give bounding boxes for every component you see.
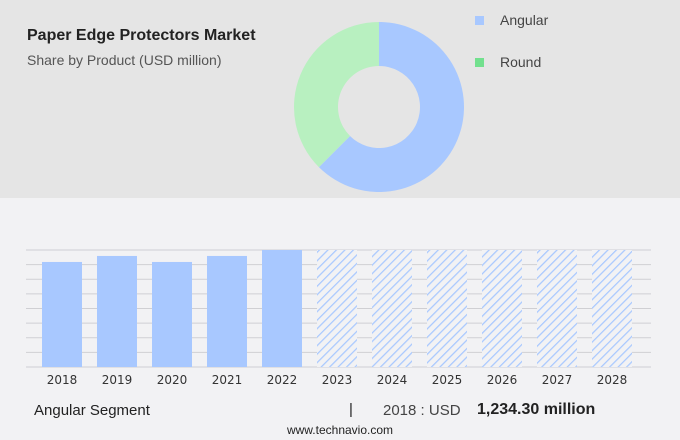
donut-slice-round: [294, 22, 379, 168]
x-tick-label: 2019: [102, 373, 133, 387]
legend-swatch-angular: [475, 16, 484, 25]
x-tick-label: 2018: [47, 373, 78, 387]
bar-2020: [152, 261, 192, 367]
x-tick-label: 2021: [212, 373, 243, 387]
x-tick-label: 2024: [377, 373, 408, 387]
legend-swatch-round: [475, 58, 484, 67]
chart-title: Paper Edge Protectors Market: [27, 27, 256, 44]
x-tick-label: 2020: [157, 373, 188, 387]
separator: |: [349, 401, 353, 418]
forecast-bar-2025: [427, 250, 467, 367]
donut-slice-angular: [318, 22, 465, 192]
forecast-bar-2028: [592, 250, 632, 367]
x-tick-label: 2026: [487, 373, 518, 387]
bar-2019: [97, 255, 137, 367]
x-tick-label: 2023: [322, 373, 353, 387]
year-label: 2018 : USD: [383, 402, 461, 419]
forecast-bar-2026: [482, 250, 522, 367]
x-tick-label: 2025: [432, 373, 463, 387]
segment-label: Angular Segment: [34, 402, 150, 419]
chart-subtitle: Share by Product (USD million): [27, 52, 222, 68]
bar-2018: [42, 261, 82, 367]
legend-angular: Angular: [500, 12, 549, 28]
x-tick-label: 2022: [267, 373, 298, 387]
site-url: www.technavio.com: [286, 423, 394, 437]
x-tick-label: 2027: [542, 373, 573, 387]
forecast-bar-2023: [317, 250, 357, 367]
bar-2021: [207, 255, 247, 367]
value-label: 1,234.30 million: [477, 401, 596, 418]
bar-2022: [262, 250, 302, 367]
forecast-bar-2024: [372, 250, 412, 367]
forecast-bar-2027: [537, 250, 577, 367]
legend-round: Round: [500, 54, 542, 70]
x-tick-label: 2028: [597, 373, 628, 387]
